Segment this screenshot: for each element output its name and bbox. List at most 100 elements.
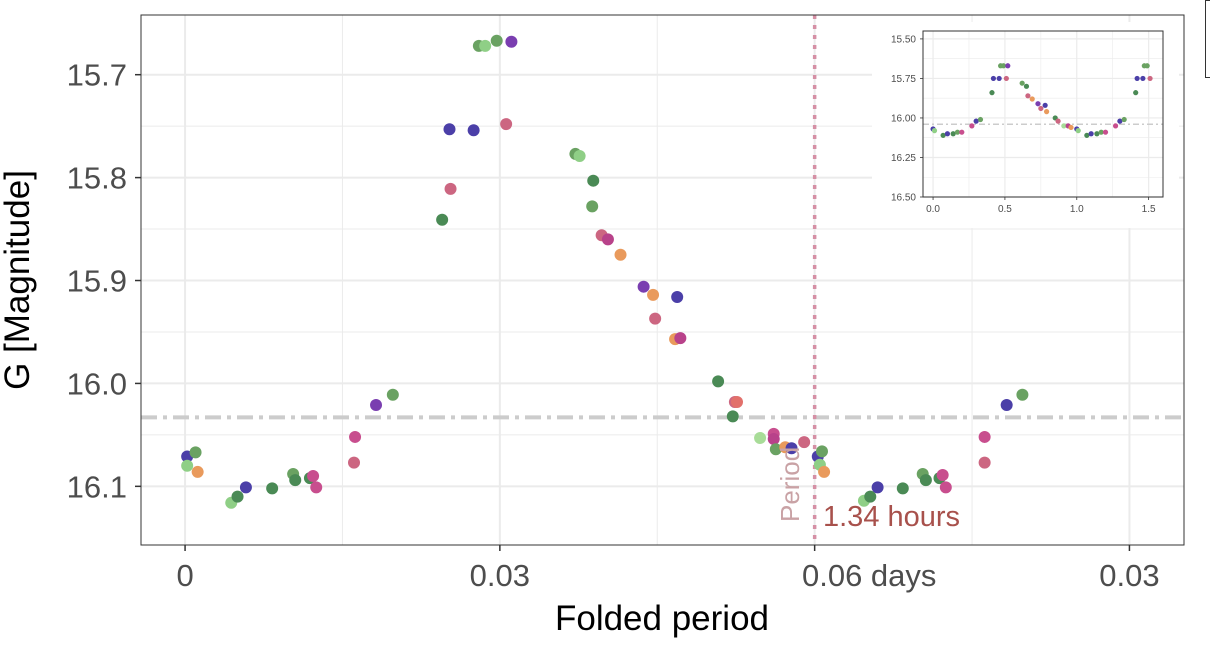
data-point [573, 149, 586, 162]
inset-data-point [954, 129, 961, 135]
data-point [896, 482, 909, 495]
data-point [370, 399, 383, 412]
inset-data-point [1117, 118, 1123, 124]
data-point [191, 465, 204, 478]
inset-y-tick-label: 15.50 [891, 34, 916, 45]
inset-data-point [1075, 128, 1081, 134]
period-label: Period [775, 447, 805, 522]
inset-data-point [977, 116, 984, 123]
data-point [674, 332, 687, 345]
x-tick-label: 0.06 days [802, 558, 936, 593]
inset-full-light-curve: 15.50 15.75 16.00 16.25 16.50 0.0 0.5 1.0 1.5 [872, 22, 1179, 228]
data-point [649, 312, 662, 325]
inset-data-point [1043, 109, 1050, 115]
data-point [936, 469, 949, 482]
data-point [239, 481, 252, 494]
inset-x-tick-label: 1.0 [1070, 204, 1084, 215]
inset-data-point [996, 75, 1002, 82]
data-point [978, 430, 991, 443]
data-point [939, 481, 952, 494]
data-point [978, 456, 991, 469]
inset-y-tick-label: 16.00 [891, 113, 916, 124]
inset-data-point [1133, 90, 1139, 96]
y-tick-label: 16.0 [67, 366, 127, 401]
inset-data-point [1112, 123, 1119, 129]
inset-data-point [940, 132, 946, 138]
y-tick-label: 15.9 [67, 264, 127, 299]
inset-data-point [959, 129, 965, 135]
data-point [871, 481, 884, 494]
data-point [310, 481, 323, 494]
main-x-axis-ticks: 0 0.03 0.06 days 0.03 [176, 545, 1160, 593]
inset-data-points [930, 63, 1153, 138]
inset-data-point [1029, 96, 1035, 102]
data-point [505, 35, 518, 48]
inset-plot-frame [922, 30, 1164, 198]
data-point [348, 456, 361, 469]
data-point [601, 233, 614, 246]
data-point [815, 445, 828, 458]
data-point [671, 290, 684, 303]
inset-data-point [990, 75, 997, 82]
main-data-points [181, 34, 1029, 509]
inset-data-point [1147, 75, 1153, 82]
data-point [798, 436, 811, 449]
inset-data-point [1088, 131, 1094, 137]
data-point [386, 388, 399, 401]
y-tick-label: 15.7 [67, 58, 127, 93]
inset-data-point [969, 123, 975, 129]
data-point [181, 459, 194, 472]
inset-data-point [1144, 63, 1150, 69]
y-tick-label: 15.8 [67, 161, 127, 196]
data-point [231, 490, 244, 503]
data-point [479, 39, 492, 52]
inset-data-point [944, 131, 951, 137]
data-point [919, 474, 932, 487]
data-point [500, 118, 513, 131]
inset-data-point [1098, 129, 1104, 135]
inset-data-point [1023, 83, 1030, 89]
data-point [307, 470, 320, 483]
inset-data-point [950, 131, 956, 137]
data-point [467, 124, 480, 137]
inset-data-point [1000, 63, 1007, 69]
data-point [587, 174, 600, 187]
inset-y-tick-label: 16.25 [891, 153, 916, 164]
data-point [637, 280, 650, 293]
data-point [864, 490, 877, 503]
data-point [726, 410, 739, 423]
data-point [785, 442, 798, 455]
inset-x-axis-ticks: 0.0 0.5 1.0 1.5 [926, 197, 1156, 215]
inset-data-point [1102, 129, 1109, 135]
legend-box-edge [1205, 0, 1210, 78]
data-point [1000, 399, 1013, 412]
data-point [818, 465, 831, 478]
inset-data-point [1055, 118, 1061, 124]
data-point [712, 375, 725, 388]
x-tick-label: 0.03 [1099, 558, 1159, 593]
inset-data-point [1084, 132, 1090, 138]
inset-data-point [989, 90, 995, 96]
inset-data-point [931, 128, 938, 134]
main-y-axis-ticks: 15.7 15.8 15.9 16.0 16.1 [67, 58, 141, 504]
data-point [444, 182, 457, 195]
inset-data-point [1140, 75, 1146, 82]
inset-x-tick-label: 1.5 [1142, 204, 1156, 215]
data-point [767, 433, 780, 445]
inset-data-point [1121, 116, 1127, 123]
period-value-label: 1.34 hours [823, 501, 960, 533]
data-point [731, 395, 743, 408]
y-tick-label: 16.1 [67, 469, 127, 504]
inset-x-tick-label: 0.5 [998, 204, 1012, 215]
inset-data-point [1035, 101, 1041, 107]
x-tick-label: 0.03 [470, 558, 530, 593]
inset-data-point [973, 118, 979, 124]
inset-data-point [1042, 102, 1048, 108]
inset-data-point [1061, 123, 1067, 129]
inset-data-point [1094, 131, 1100, 137]
inset-gridlines [923, 31, 1163, 198]
inset-data-point [1068, 124, 1074, 131]
data-point [443, 123, 456, 136]
data-point [754, 431, 767, 444]
